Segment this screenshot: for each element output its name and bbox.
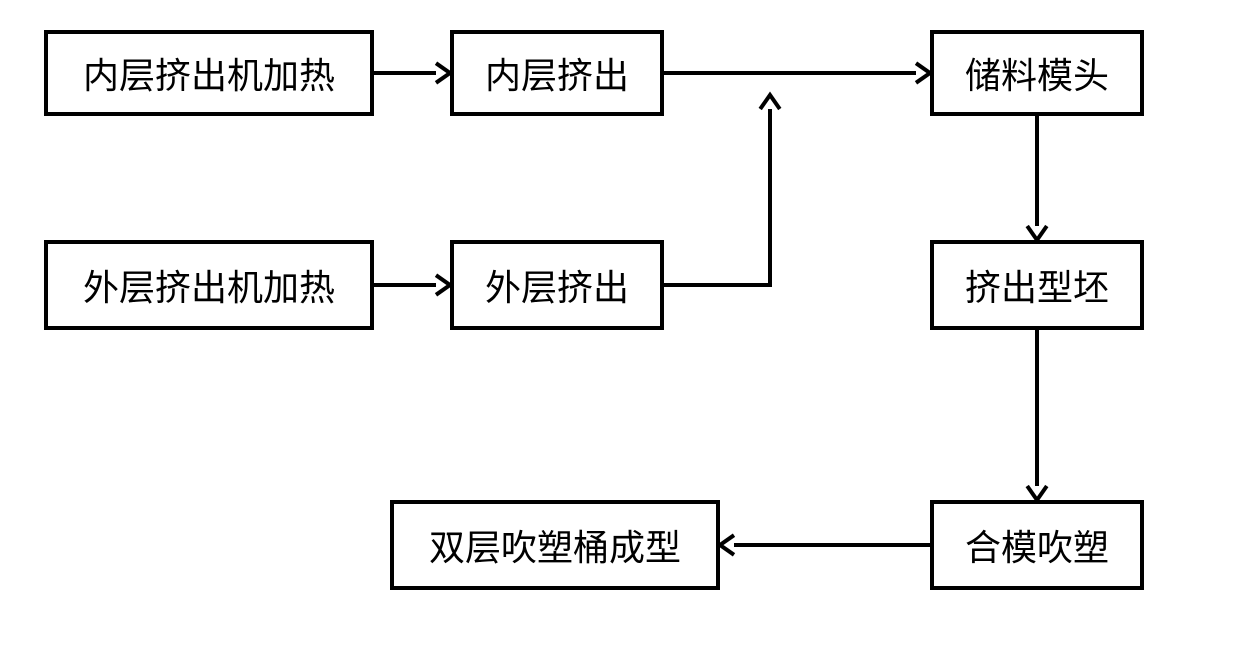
flow-node-label: 合模吹塑 bbox=[965, 519, 1109, 571]
flow-node-label: 储料模头 bbox=[965, 47, 1109, 99]
flow-node-label: 内层挤出 bbox=[485, 47, 629, 99]
flow-node-n2: 内层挤出 bbox=[450, 30, 664, 116]
flow-node-n4: 外层挤出机加热 bbox=[44, 240, 374, 330]
flow-node-n1: 内层挤出机加热 bbox=[44, 30, 374, 116]
flowchart-canvas: 内层挤出机加热 内层挤出 储料模头外层挤出机加热 外层挤出 挤出型坯双层吹塑桶成型 合模吹… bbox=[0, 0, 1240, 657]
flow-node-n8: 合模吹塑 bbox=[930, 500, 1144, 590]
flow-node-n3: 储料模头 bbox=[930, 30, 1144, 116]
flow-node-n7: 双层吹塑桶成型 bbox=[390, 500, 720, 590]
flow-node-n6: 挤出型坯 bbox=[930, 240, 1144, 330]
flow-node-label: 外层挤出 bbox=[485, 259, 629, 311]
flow-node-n5: 外层挤出 bbox=[450, 240, 664, 330]
flow-node-label: 外层挤出机加热 bbox=[83, 259, 335, 311]
flow-node-label: 挤出型坯 bbox=[965, 259, 1109, 311]
flow-node-label: 双层吹塑桶成型 bbox=[429, 519, 681, 571]
flow-node-label: 内层挤出机加热 bbox=[83, 47, 335, 99]
